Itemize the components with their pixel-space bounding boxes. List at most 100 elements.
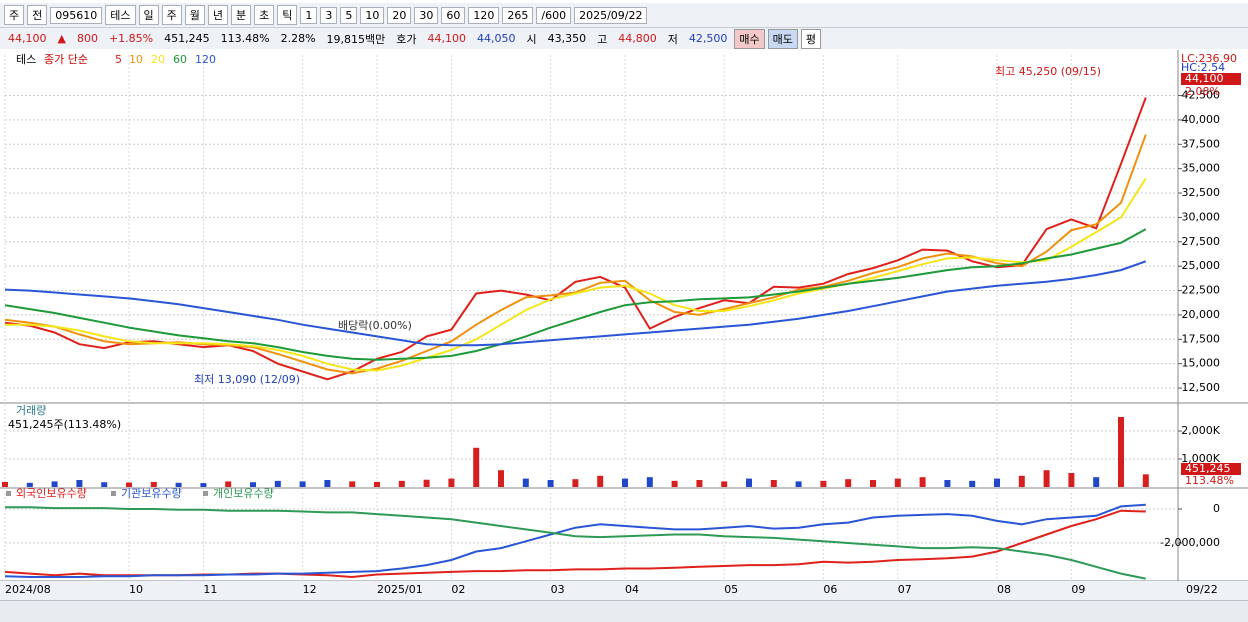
toolbar-item[interactable]: 60 [441, 6, 466, 24]
toolbar-item[interactable]: 2025/09/22 [574, 6, 648, 24]
toolbar-item: 시 [526, 32, 537, 46]
volume-bar [448, 478, 455, 487]
volume-tag [1181, 463, 1241, 475]
toolbar-item[interactable]: 테스 [105, 5, 136, 25]
volume-bar [498, 470, 504, 487]
series-line [4, 260, 1147, 347]
volume-bar [175, 482, 182, 487]
volume-bar [1068, 472, 1075, 487]
toolbar-item[interactable]: 주 [4, 5, 25, 25]
y-tick-label: 0 [1213, 502, 1220, 515]
y-tick-label: 1,000K [1181, 452, 1220, 465]
toolbar-item[interactable]: 120 [468, 6, 500, 24]
volume-bar [150, 481, 157, 487]
series-line [4, 503, 1146, 578]
y-tick-label: -2,000,000 [1160, 536, 1220, 549]
x-tick-label: 11 [203, 583, 217, 596]
y-tick-label: 15,000 [1182, 357, 1221, 370]
toolbar-item[interactable]: 095610 [50, 6, 103, 24]
y-tick-label: 32,500 [1182, 186, 1221, 199]
annotation: 최고 45,250 (09/15) [995, 65, 1101, 78]
toolbar-item[interactable]: 전 [27, 5, 48, 25]
y-tick-label: 35,000 [1182, 162, 1221, 175]
toolbar-item[interactable]: 일 [138, 5, 159, 25]
annotation: 44,100 [1185, 72, 1224, 85]
toolbar-item: 42,500 [688, 32, 728, 45]
x-tick-label: 12 [303, 583, 317, 596]
volume-bar [870, 479, 876, 487]
legend-entry: 60 [173, 53, 187, 66]
toolbar-item: 800 [76, 32, 98, 45]
annotation: 2.08% [1185, 85, 1220, 98]
volume-bar [746, 478, 752, 487]
volume-bar [51, 481, 58, 487]
panel-title: 테스 [16, 53, 36, 66]
volume-bar [126, 482, 132, 487]
volume-bar [646, 477, 653, 487]
quote-bar: 44,100 ▲ 800 +1.85% 451,245 113.48% 2.28% 19,81… [0, 27, 1248, 49]
volume-bar [274, 480, 281, 487]
annotation: 배당락(0.00%) [338, 319, 412, 332]
annotation: HC:2.54 [1181, 61, 1225, 74]
volume-bar [845, 479, 852, 487]
volume-bar [398, 480, 405, 487]
price-tag [1181, 73, 1241, 85]
volume-bar [324, 479, 331, 487]
annotation: 09/22 [1186, 583, 1218, 596]
scroll-bar[interactable] [0, 600, 1248, 622]
chart: 12,500 15,000 17,500 20,000 22,500 25,000 27,5… [0, 50, 1248, 600]
volume-bar [522, 478, 529, 487]
series-line [5, 506, 1147, 580]
volume-bar [597, 475, 604, 487]
toolbar-item[interactable]: 주 [161, 5, 182, 25]
volume-bar [1018, 475, 1025, 487]
volume-bar [101, 482, 108, 487]
legend-entry: 10 [129, 53, 143, 66]
toolbar-item[interactable]: 년 [207, 5, 228, 25]
annotation: 451,245 [1185, 462, 1231, 475]
toolbar-item: 저 [667, 32, 678, 46]
toolbar-item[interactable]: 틱 [277, 5, 298, 25]
toolbar-item[interactable]: 3 [320, 6, 338, 24]
y-tick-label: 12,500 [1182, 381, 1221, 394]
volume-bar [76, 479, 83, 487]
volume-bar [299, 481, 306, 487]
volume-bar [200, 483, 207, 487]
x-tick-label: 2025/01 [377, 583, 423, 596]
toolbar-item[interactable]: 20 [387, 6, 412, 24]
toolbar-item: 44,800 [618, 32, 657, 45]
series-line [4, 509, 1146, 579]
toolbar-item[interactable]: 분 [231, 5, 252, 25]
x-tick-label: 06 [823, 583, 837, 596]
y-tick-label: 2,000K [1181, 424, 1220, 437]
toolbar-item[interactable]: 30 [414, 6, 439, 24]
toolbar-item[interactable]: 월 [184, 5, 205, 25]
volume-bar [572, 479, 579, 487]
series-line [5, 177, 1147, 372]
volume-bar [894, 478, 901, 487]
toolbar-item[interactable]: 5 [340, 6, 358, 24]
y-tick-label: 37,500 [1182, 137, 1221, 150]
legend-entry: 5 [115, 53, 122, 66]
volume-bar [795, 481, 802, 487]
toolbar-item[interactable]: 265 [502, 6, 534, 24]
toolbar-item: +1.85% [108, 32, 154, 45]
toolbar-item[interactable]: 10 [360, 6, 385, 24]
y-tick-label: 17,500 [1182, 332, 1221, 345]
volume-bar [969, 480, 976, 487]
volume-bar [225, 481, 232, 487]
toolbar-item[interactable]: 1 [300, 6, 318, 24]
series-line [4, 228, 1147, 361]
legend-prefix: 종가 단순 [44, 53, 88, 66]
toolbar-item[interactable]: /600 [536, 6, 572, 24]
volume-bar [919, 477, 926, 487]
toolbar: 주 전 095610 테스 일 주 월 년 분 초 틱 1 3 5 10 20 30 60 120 265/600 20… [0, 3, 1248, 27]
legend-entry: 기관보유수량 [121, 487, 182, 500]
panel-subtitle: 451,245주(113.48%) [8, 418, 121, 431]
annotation: 최저 13,090 (12/09) [194, 373, 300, 386]
toolbar-item: 매도 [767, 28, 798, 49]
volume-bar [770, 479, 777, 487]
toolbar-item[interactable]: 초 [254, 5, 275, 25]
series-line [4, 97, 1147, 381]
y-tick-label: 27,500 [1182, 235, 1221, 248]
